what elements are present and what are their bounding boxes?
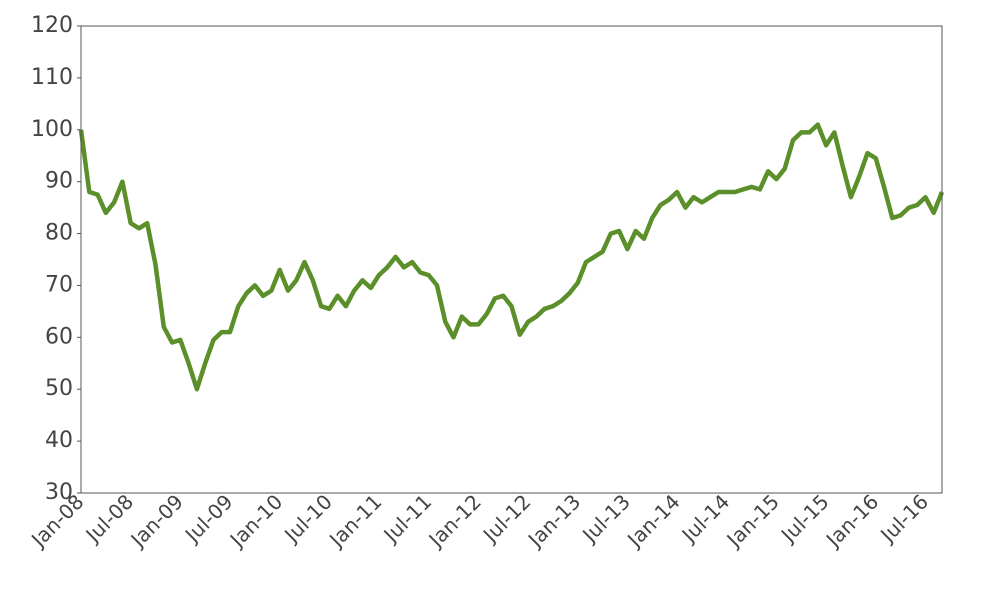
x-tick-label: Jul-14 [676, 490, 735, 549]
x-tick-label: Jan-15 [721, 490, 784, 553]
x-tick-label: Jan-09 [125, 490, 188, 553]
y-tick-label: 70 [45, 272, 73, 297]
y-tick-label: 60 [45, 324, 73, 349]
plot-layer: 30405060708090100110120Jan-08Jul-08Jan-0… [25, 13, 945, 553]
plot-frame [80, 25, 943, 494]
x-tick-label: Jul-10 [278, 490, 337, 549]
x-tick-label: Jan-16 [820, 490, 883, 553]
x-tick-label: Jul-12 [477, 490, 536, 549]
x-tick-label: Jul-16 [874, 490, 933, 549]
y-tick-label: 80 [45, 221, 73, 246]
x-tick-label: Jul-11 [378, 490, 437, 549]
x-tick-label: Jan-10 [224, 490, 287, 553]
y-tick-label: 120 [31, 13, 73, 38]
y-tick-label: 30 [45, 480, 73, 505]
x-tick-label: Jul-13 [576, 490, 635, 549]
y-tick-label: 100 [31, 117, 73, 142]
x-tick-label: Jan-12 [423, 490, 486, 553]
y-tick-label: 50 [45, 376, 73, 401]
data-line [78, 122, 945, 392]
y-tick-label: 110 [31, 65, 73, 90]
y-tick-label: 90 [45, 169, 73, 194]
x-tick-label: Jan-11 [323, 490, 386, 553]
x-tick-label: Jul-08 [80, 490, 139, 549]
x-tick-label: Jul-09 [179, 490, 238, 549]
x-tick-label: Jan-14 [621, 490, 684, 553]
x-tick-label: Jan-13 [522, 490, 585, 553]
x-tick-label: Jul-15 [775, 490, 834, 549]
y-tick-label: 40 [45, 428, 73, 453]
